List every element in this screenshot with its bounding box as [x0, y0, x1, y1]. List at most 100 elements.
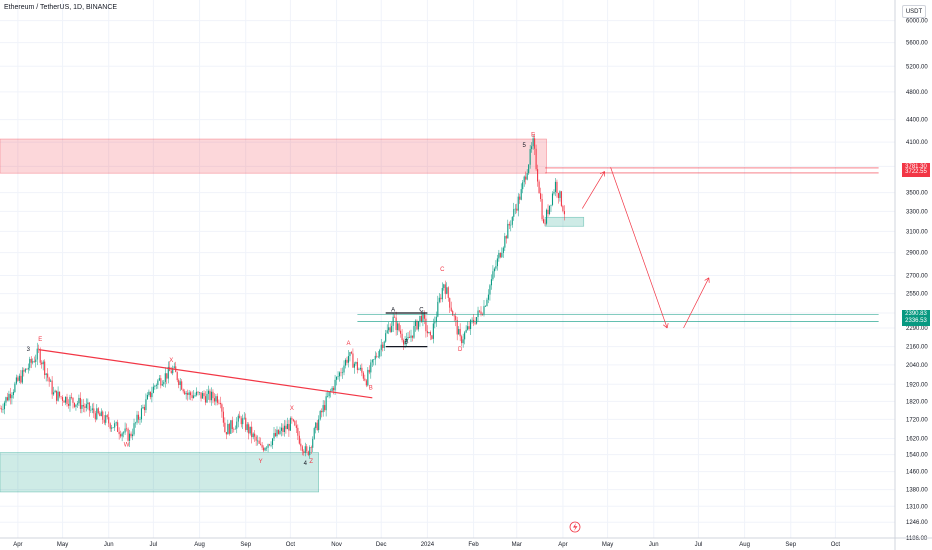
- candle-body: [540, 193, 542, 199]
- candle-body: [309, 447, 311, 455]
- wave-label: E: [38, 337, 42, 343]
- candle-body: [532, 138, 534, 147]
- candle-body: [270, 445, 272, 446]
- candle-body: [295, 425, 297, 428]
- candle-body: [353, 363, 355, 368]
- candle-body: [273, 433, 275, 439]
- candle-body: [504, 236, 506, 248]
- price-axis-background: [895, 0, 932, 550]
- candle-body: [478, 310, 481, 312]
- candle-body: [553, 191, 555, 194]
- price-tick-label: 4100.00: [906, 140, 928, 146]
- candle-body: [56, 390, 58, 401]
- candle-body: [47, 373, 49, 378]
- candle-body: [236, 421, 238, 429]
- price-tick-label: 3500.00: [906, 191, 928, 197]
- candle-body: [173, 366, 175, 368]
- candle-body: [557, 193, 559, 198]
- candle-body: [207, 390, 210, 394]
- candle-body: [336, 376, 338, 380]
- lightning-bolt: [573, 523, 578, 531]
- candle-body: [115, 422, 117, 424]
- candle-body: [136, 414, 138, 423]
- candle-body: [475, 317, 478, 324]
- candle-body: [212, 391, 214, 399]
- candle-body: [103, 419, 105, 423]
- wave-label: Z: [309, 459, 313, 465]
- candle-body: [303, 451, 305, 453]
- candle-body: [11, 395, 13, 399]
- candle-body: [563, 211, 565, 215]
- footer: [569, 521, 581, 533]
- candle-body: [216, 396, 218, 403]
- candle-body: [271, 438, 274, 446]
- candle-body: [152, 386, 154, 393]
- candle-body: [15, 377, 17, 384]
- candle-body: [191, 395, 193, 398]
- candle-body: [467, 326, 469, 330]
- candle-body: [355, 362, 357, 364]
- candle-body: [12, 391, 14, 396]
- candle-body: [178, 380, 180, 386]
- candle-body: [425, 318, 427, 332]
- candle-body: [227, 423, 229, 435]
- candle-body: [322, 405, 324, 413]
- candle-body: [495, 266, 497, 269]
- candle-body: [155, 385, 157, 386]
- candle-body: [456, 319, 458, 335]
- candle-body: [364, 378, 366, 381]
- candle-body: [560, 191, 562, 206]
- candle-body: [70, 396, 73, 398]
- candle-body: [487, 294, 490, 300]
- currency-unit-button[interactable]: USDT: [902, 5, 926, 18]
- candle-body: [50, 380, 52, 382]
- candle-body: [5, 397, 7, 403]
- candle-body: [547, 209, 549, 215]
- candle-body: [298, 435, 300, 444]
- candle-body: [480, 311, 482, 315]
- candle-body: [282, 427, 284, 433]
- candle-body: [170, 371, 172, 374]
- candle-body: [350, 352, 352, 354]
- price-tick-label: 6000.00: [906, 19, 928, 25]
- candle-body: [24, 368, 26, 372]
- candle-body: [403, 340, 405, 345]
- demand-zone: [0, 452, 319, 493]
- time-tick-label: Sep: [240, 542, 251, 548]
- candle-body: [45, 373, 47, 376]
- candle-body: [280, 427, 283, 431]
- candle-body: [54, 390, 56, 393]
- candle-body: [517, 196, 519, 211]
- candle-body: [210, 391, 213, 401]
- candle-body: [42, 361, 44, 365]
- candles: [0, 133, 565, 459]
- price-tick-label: 1720.00: [906, 417, 928, 423]
- candle-body: [349, 352, 351, 357]
- candle-body: [124, 428, 126, 433]
- candle-body: [117, 422, 119, 432]
- candle-body: [428, 332, 430, 334]
- candle-body: [511, 216, 513, 225]
- candle-body: [410, 335, 412, 338]
- candle-body: [416, 320, 418, 330]
- wave-label: W: [124, 442, 130, 448]
- candle-body: [258, 440, 260, 444]
- price-axis[interactable]: 6000.00 5600.00 5200.00 4800.00 4400.00 4100.…: [894, 0, 932, 550]
- candle-body: [498, 252, 500, 259]
- candle-body: [190, 392, 192, 396]
- candle-body: [2, 409, 4, 410]
- candle-body: [131, 434, 134, 437]
- candle-body: [146, 394, 148, 400]
- candle-body: [383, 341, 385, 348]
- candle-body: [96, 408, 98, 420]
- wave-label: A: [391, 308, 395, 314]
- candle-body: [268, 444, 271, 446]
- time-tick-label: May: [57, 542, 68, 548]
- time-axis[interactable]: Apr May Jun Jul Aug Sep Oct Nov Dec 2024 Feb Mar Apr…: [0, 537, 932, 548]
- candle-body: [556, 181, 558, 194]
- candle-body: [529, 149, 531, 165]
- candle-body: [29, 358, 31, 368]
- candle-body: [358, 369, 360, 370]
- price-tag: 2336.53: [902, 317, 930, 327]
